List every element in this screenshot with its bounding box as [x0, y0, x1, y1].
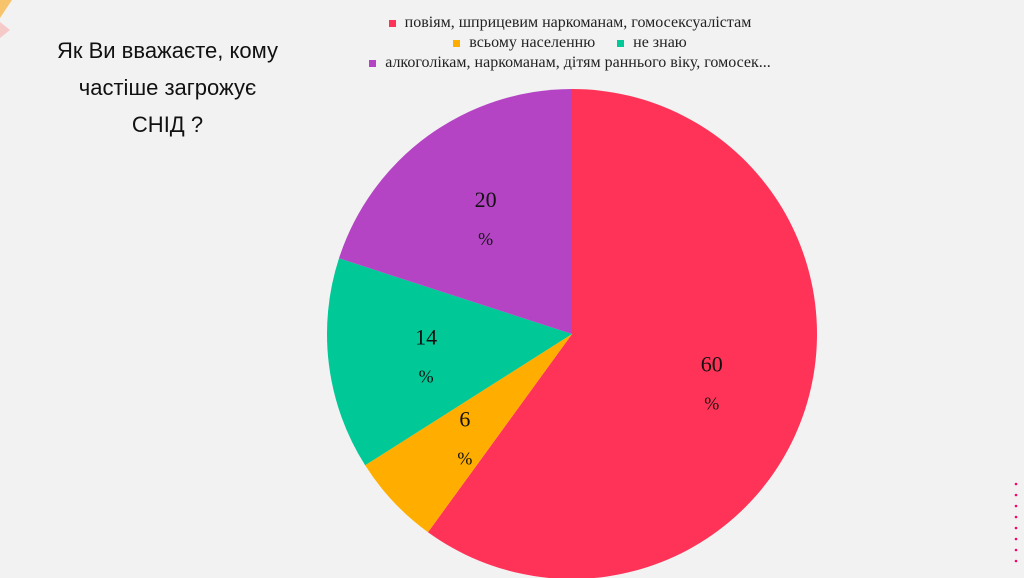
decoration — [0, 0, 12, 18]
data-label: 14% — [415, 324, 437, 386]
data-label: 6% — [457, 407, 472, 469]
legend-item: повіям, шприцевим наркоманам, гомосексуа… — [300, 14, 840, 32]
pie-slice — [338, 89, 572, 334]
pie-slice — [427, 89, 817, 578]
decoration — [0, 22, 10, 38]
legend-swatch — [369, 59, 377, 67]
pie-slice — [365, 334, 572, 533]
legend: повіям, шприцевим наркоманам, гомосексуа… — [300, 14, 840, 72]
legend-item: не знаю — [617, 34, 687, 52]
legend-label: алкоголікам, наркоманам, дітям раннього … — [385, 54, 771, 71]
legend-swatch — [453, 39, 461, 47]
legend-label: не знаю — [633, 34, 687, 51]
legend-label: повіям, шприцевим наркоманам, гомосексуа… — [404, 14, 752, 31]
legend-swatch — [388, 19, 396, 27]
legend-item: алкоголікам, наркоманам, дітям раннього … — [300, 54, 840, 72]
legend-item: всьому населенню — [453, 34, 595, 52]
chart-title: Як Ви вважаєте, кому частіше загрожує СН… — [56, 38, 278, 137]
data-label: 20% — [475, 187, 497, 249]
legend-label: всьому населенню — [469, 34, 596, 51]
pie-slice — [327, 258, 572, 466]
legend-swatch — [617, 39, 625, 47]
data-label: 60% — [701, 351, 723, 413]
decoration — [1014, 482, 1018, 563]
